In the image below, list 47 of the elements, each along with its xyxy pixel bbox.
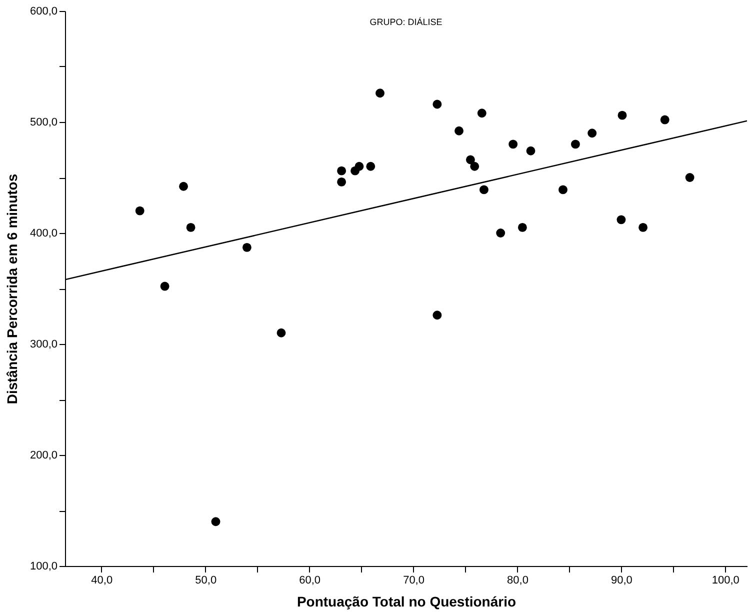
y-tick-label: 200,0 bbox=[30, 450, 58, 462]
point bbox=[179, 182, 188, 191]
x-tick-label: 40,0 bbox=[91, 574, 113, 586]
point bbox=[618, 110, 627, 120]
point bbox=[135, 206, 144, 216]
y-tick-label: 300,0 bbox=[30, 338, 58, 350]
x-tick-label: 50,0 bbox=[195, 574, 217, 586]
point bbox=[518, 222, 527, 232]
point bbox=[588, 128, 597, 138]
point bbox=[470, 162, 480, 171]
x-axis-title: Pontuação Total no Questionário bbox=[296, 594, 516, 610]
point bbox=[376, 88, 384, 98]
x-tick-label: 60,0 bbox=[299, 574, 321, 586]
point bbox=[466, 155, 475, 164]
point bbox=[496, 228, 506, 238]
y-tick-label: 500,0 bbox=[30, 116, 58, 128]
point bbox=[337, 166, 346, 176]
point bbox=[638, 222, 648, 232]
y-tick-label: 400,0 bbox=[30, 228, 58, 240]
point bbox=[160, 282, 170, 291]
point bbox=[558, 185, 568, 194]
point bbox=[570, 140, 580, 149]
point bbox=[337, 177, 346, 186]
point bbox=[508, 140, 518, 149]
point bbox=[354, 162, 364, 171]
point bbox=[432, 100, 442, 109]
point bbox=[616, 215, 626, 224]
point bbox=[432, 310, 442, 320]
point bbox=[477, 108, 486, 118]
point bbox=[526, 146, 536, 156]
x-tick-label: 70,0 bbox=[403, 574, 424, 586]
point bbox=[660, 115, 670, 124]
x-tick-label: 90,0 bbox=[610, 574, 632, 586]
point bbox=[366, 162, 376, 171]
point bbox=[186, 222, 196, 232]
x-tick-label: 100,0 bbox=[712, 574, 740, 586]
y-tick-label: 600,0 bbox=[30, 6, 58, 18]
y-axis-title: Distância Percorrida em 6 minutos bbox=[4, 174, 20, 404]
point bbox=[454, 126, 464, 136]
y-tick-label: 100,0 bbox=[30, 560, 58, 572]
point bbox=[480, 185, 488, 194]
point bbox=[276, 328, 286, 338]
x-tick-label: 80,0 bbox=[507, 574, 528, 586]
text: GRUPO: DIÁLISE bbox=[370, 17, 442, 27]
point bbox=[211, 517, 220, 526]
point bbox=[685, 173, 694, 182]
point bbox=[242, 242, 252, 252]
